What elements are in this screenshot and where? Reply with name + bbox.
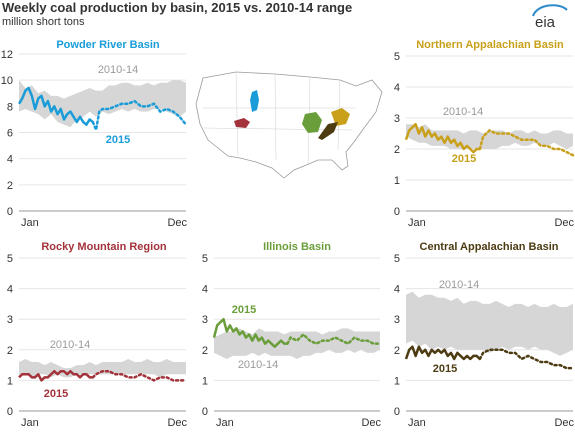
map-illinois	[302, 112, 322, 133]
y-tick-label: 2	[394, 144, 400, 156]
series-2015-line	[404, 345, 481, 361]
range-label: 2010-14	[98, 64, 138, 76]
page-title: Weekly coal production by basin, 2015 vs…	[2, 0, 353, 15]
range-label: 2010-14	[238, 359, 278, 371]
us-map-icon	[195, 71, 383, 179]
series-2015-dotted-line	[91, 99, 188, 135]
y-tick-label: 0	[7, 206, 13, 218]
y-tick-label: 3	[202, 314, 208, 326]
us-map-outline	[195, 71, 383, 179]
y-tick-label: 1	[394, 175, 400, 187]
range-band-2010-14	[19, 358, 186, 378]
chart-central-appalachian: Central Appalachian Basin 0 1 2 3 4 5 Jan Dec 201…	[394, 241, 575, 429]
y-tick-label: 0	[394, 406, 400, 418]
y-tick-label: 5	[7, 253, 13, 265]
series-2015-line	[17, 86, 94, 126]
series-label: 2015	[232, 304, 256, 316]
y-tick-label: 1	[394, 375, 400, 387]
page-subtitle: million short tons	[2, 16, 85, 28]
series-2015-dotted-line	[478, 128, 575, 157]
x-tick-label: Dec	[167, 217, 187, 229]
y-tick-label: 4	[7, 284, 13, 296]
y-tick-label: 3	[394, 314, 400, 326]
y-tick-label: 1	[7, 375, 13, 387]
series-2015-dotted-line	[286, 332, 382, 346]
chart-title: Rocky Mountain Region	[41, 241, 167, 253]
x-tick-label: Jan	[216, 417, 234, 429]
y-tick-label: 8	[7, 101, 13, 113]
y-tick-label: 4	[202, 284, 208, 296]
y-tick-label: 3	[394, 113, 400, 125]
series-label: 2015	[106, 134, 130, 146]
chart-powder-river: Powder River Basin 0 2 4 6 8 10 12 Jan Dec 2010-14…	[1, 39, 188, 229]
y-tick-label: 4	[394, 284, 400, 296]
chart-title: Illinois Basin	[263, 241, 331, 253]
series-2015-line	[404, 122, 480, 154]
y-tick-label: 5	[394, 51, 400, 63]
chart-title: Powder River Basin	[56, 39, 160, 51]
y-tick-label: 5	[202, 253, 208, 265]
range-label: 2010-14	[443, 106, 483, 118]
range-band-2010-14	[406, 124, 573, 149]
chart-rocky-mountain: Rocky Mountain Region 0 1 2 3 4 5 Jan Dec 2010-14…	[7, 241, 188, 429]
map-rocky-mountain	[234, 118, 250, 128]
y-tick-label: 0	[394, 206, 400, 218]
y-tick-label: 10	[1, 75, 13, 87]
y-tick-label: 4	[7, 154, 13, 166]
y-tick-label: 12	[1, 49, 13, 61]
y-tick-label: 2	[7, 180, 13, 192]
series-label: 2015	[452, 153, 476, 165]
y-tick-label: 3	[7, 314, 13, 326]
range-label: 2010-14	[439, 279, 479, 291]
y-tick-label: 0	[7, 406, 13, 418]
chart-title: Central Appalachian Basin	[420, 241, 559, 253]
y-tick-label: 0	[202, 406, 208, 418]
y-tick-label: 6	[7, 128, 13, 140]
chart-illinois: Illinois Basin 0 1 2 3 4 5 Jan Dec 2010-14 2015	[202, 241, 382, 429]
series-2015-dotted-line	[478, 348, 575, 370]
y-tick-label: 1	[202, 375, 208, 387]
y-tick-label: 2	[7, 345, 13, 357]
x-tick-label: Jan	[408, 417, 426, 429]
eia-logo: eia	[532, 4, 568, 30]
y-tick-label: 4	[394, 82, 400, 94]
series-2015-dotted-line	[91, 369, 188, 382]
x-tick-label: Dec	[554, 417, 574, 429]
series-label: 2015	[433, 363, 457, 375]
x-tick-label: Dec	[361, 417, 381, 429]
chart-title: Northern Appalachian Basin	[416, 39, 564, 51]
x-tick-label: Jan	[21, 417, 39, 429]
range-band-2010-14	[19, 80, 186, 128]
map-central-appalachian	[318, 122, 338, 140]
logo-swoosh-icon	[532, 4, 568, 17]
y-tick-label: 2	[394, 345, 400, 357]
map-northern-appalachian	[331, 108, 350, 126]
y-tick-label: 5	[394, 253, 400, 265]
series-2015-line	[212, 317, 288, 348]
y-tick-label: 2	[202, 345, 208, 357]
series-2015-line	[18, 369, 93, 382]
x-tick-label: Dec	[167, 417, 187, 429]
x-tick-label: Jan	[21, 217, 39, 229]
logo-text: eia	[535, 14, 556, 30]
range-label: 2010-14	[50, 339, 90, 351]
series-label: 2015	[44, 388, 68, 400]
x-tick-label: Jan	[408, 217, 426, 229]
map-powder-river	[250, 90, 259, 112]
chart-northern-appalachian: Northern Appalachian Basin 0 1 2 3 4 5 Jan Dec 20…	[394, 39, 575, 229]
range-band-2010-14	[406, 291, 573, 356]
x-tick-label: Dec	[554, 217, 574, 229]
